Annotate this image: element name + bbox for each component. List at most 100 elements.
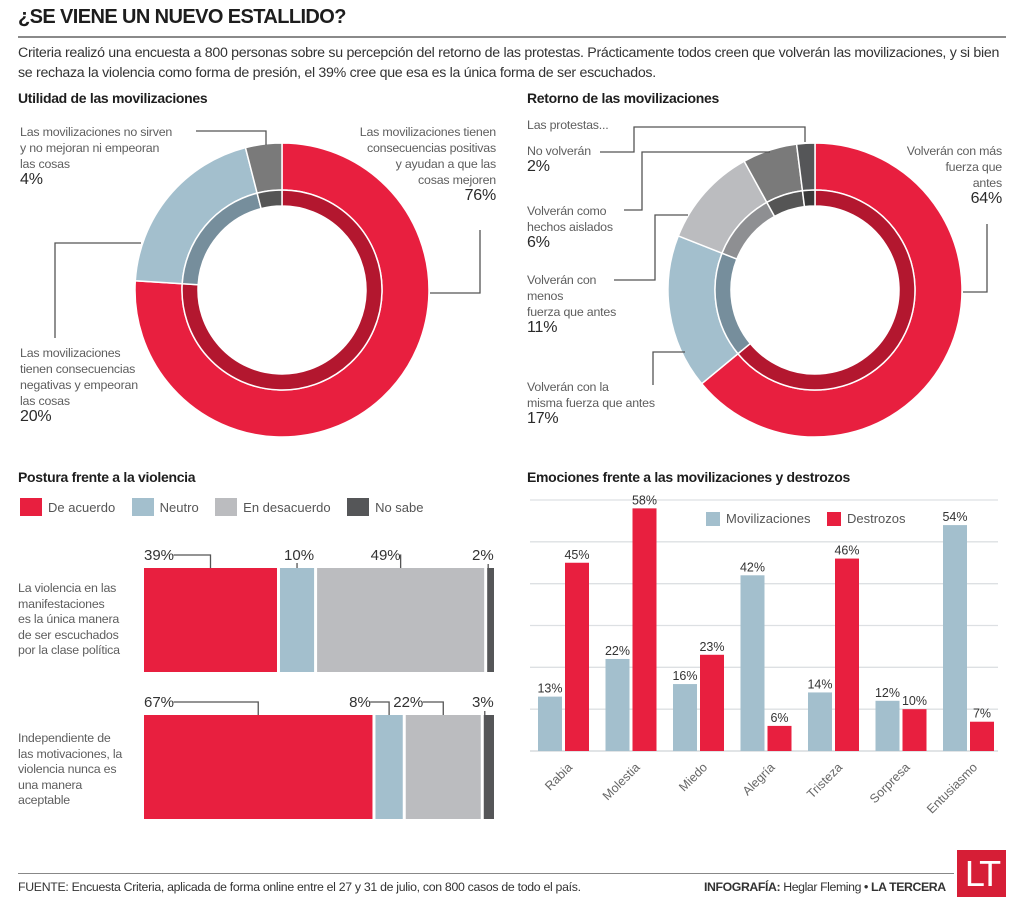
label-line: Independiente de (18, 731, 111, 745)
vbar-value-label-alegria-movilizaciones: 42% (740, 560, 765, 574)
pct-value: 20% (20, 408, 52, 425)
donut-inner-band-no-volvera-n (801, 189, 816, 208)
hbar-value-label-row1-neutro: 10% (284, 547, 314, 564)
label-line: negativas y empeoran (20, 378, 138, 392)
hbar-leader-row1-de-acuerdo (173, 554, 212, 568)
vbar-value-label-miedo-movilizaciones: 16% (672, 669, 697, 683)
legend-item-de-acuerdo: De acuerdo (20, 498, 115, 516)
donut2-intro: Las protestas... (527, 118, 609, 132)
donut2-label-misma: Volverán con la misma fuerza que antes 1… (527, 379, 655, 427)
legend-swatch (347, 498, 370, 516)
vbar-chart: 13% 45% Rabia 22% 58% Molestia 16% 23% Miedo 42% 6… (530, 493, 998, 816)
label-line: Volverán con la (527, 380, 609, 394)
x-tick-label-sorpresa: Sorpresa (867, 760, 913, 806)
x-tick-label-miedo: Miedo (676, 760, 710, 794)
vbar-value-label-rabia-destrozos: 45% (564, 548, 589, 562)
donut2-label-mas: Volverán con más fuerza que antes 64% (860, 143, 1002, 207)
leader-line-positive (430, 230, 481, 294)
vbar-miedo-destrozos (700, 654, 724, 751)
hbar-value-label-row1-de-acuerdo: 39% (144, 547, 174, 564)
credit-separator: • (864, 880, 868, 894)
hbar-segment-row2-no-sabe (483, 715, 494, 819)
legend-item-neutro: Neutro (131, 498, 199, 516)
vbar-value-label-rabia-movilizaciones: 13% (537, 682, 562, 696)
legend-item-destrozos: Destrozos (827, 511, 906, 526)
vbar-value-label-tristeza-destrozos: 46% (834, 544, 859, 558)
credit-author: Heglar Fleming (783, 880, 862, 894)
label-line: No volverán (527, 144, 591, 158)
hbar-value-label-row2-en-desacuerdo: 22% (393, 694, 423, 711)
leader-line-no-volveran (600, 126, 806, 153)
legend-item-movilizaciones: Movilizaciones (706, 511, 811, 526)
label-line: Volverán como (527, 204, 607, 218)
hbar-segment-row1-en-desacuerdo (317, 568, 485, 672)
vbar-value-label-tristeza-movilizaciones: 14% (807, 677, 832, 691)
donut2-title: Retorno de las movilizaciones (527, 90, 720, 106)
hbar-value-label-row1-en-desacuerdo: 49% (371, 547, 401, 564)
vbar-legend: Movilizaciones Destrozos (706, 511, 918, 531)
pct-value: 76% (464, 187, 497, 204)
vbar-value-label-sorpresa-movilizaciones: 12% (875, 686, 900, 700)
donut2-label-aislados: Volverán como hechos aislados 6% (527, 203, 613, 251)
legend-label: No sabe (375, 499, 424, 515)
hbar-row-label-2: Independiente de las motivaciones, la vi… (18, 731, 122, 809)
legend-label: En desacuerdo (243, 499, 331, 515)
hbar-segment-row1-neutro (279, 568, 315, 672)
vbar-sorpresa-movilizaciones (875, 700, 900, 751)
vbar-molestia-destrozos (632, 508, 657, 751)
pct-value: 2% (527, 158, 550, 175)
legend-swatch (131, 498, 154, 516)
label-line: tienen consecuencias (20, 362, 136, 376)
hbar-value-label-row2-no-sabe: 3% (472, 694, 494, 711)
x-tick-label-alegria: Alegría (740, 760, 778, 798)
source-text: Encuesta Criteria, aplicada de forma onl… (71, 880, 581, 894)
label-line: misma fuerza que antes (527, 396, 655, 410)
donut1-label-positive: Las movilizaciones tienen consecuencias … (300, 124, 496, 204)
hbar-value-label-row2-neutro: 8% (349, 694, 371, 711)
label-line: una manera (18, 777, 83, 792)
footer-source: FUENTE: Encuesta Criteria, aplicada de f… (18, 880, 581, 894)
hbar-chart: 39% 10% 49% 2% 67% 8% 22% 3% (144, 547, 494, 819)
donut1-title: Utilidad de las movilizaciones (18, 90, 208, 106)
pct-value: 4% (20, 171, 43, 188)
credit-label: INFOGRAFÍA: (704, 880, 781, 894)
label-line: violencia nunca es (18, 762, 117, 776)
hbar-segment-row2-en-desacuerdo (405, 715, 481, 819)
hbar-title: Postura frente a la violencia (18, 469, 196, 485)
leader-line-aislados (624, 151, 770, 211)
hbar-segment-row1-no-sabe (487, 568, 494, 672)
pct-value: 17% (527, 410, 559, 427)
page-title: ¿SE VIENE UN NUEVO ESTALLIDO? (18, 6, 346, 28)
legend-label: De acuerdo (48, 499, 116, 515)
hbar-row-label-1: La violencia en las manifestaciones es l… (18, 581, 120, 659)
label-line: hechos aislados (527, 220, 613, 234)
title-divider (18, 36, 1006, 38)
hbar-segment-row2-de-acuerdo (144, 715, 373, 819)
donut1-label-neutral: Las movilizaciones no sirven y no mejora… (20, 124, 172, 188)
label-line: Las movilizaciones (20, 346, 121, 360)
label-line: antes (972, 176, 1003, 190)
label-line: consecuencias positivas (366, 141, 496, 155)
vbar-value-label-molestia-movilizaciones: 22% (605, 644, 630, 658)
vbar-tristeza-movilizaciones (808, 692, 832, 751)
label-line: Las movilizaciones no sirven (20, 125, 173, 139)
hbar-segment-row2-neutro (375, 715, 403, 819)
vbar-entusiasmo-movilizaciones (943, 525, 967, 751)
label-line: Volverán con más (906, 144, 1002, 158)
label-line: de ser escuchados (18, 627, 119, 642)
label-line: por la clase política (18, 643, 120, 657)
legend-item-no-sabe: No sabe (347, 498, 423, 516)
donut2-chart (600, 126, 988, 438)
legend-label: Destrozos (847, 511, 906, 526)
vbar-alegria-movilizaciones (740, 575, 765, 751)
label-line: y no mejoran ni empeoran (20, 141, 160, 155)
legend-label: Movilizaciones (726, 511, 811, 526)
hbar-leader-row2-neutro (370, 701, 390, 715)
pct-value: 64% (970, 190, 1003, 207)
donut2-label-menos: Volverán con menos fuerza que antes 11% (527, 272, 616, 336)
donut-inner-band-las-movilizaciones-tienen-consecuencias- (181, 189, 383, 391)
leader-line-negative (54, 242, 141, 338)
vbar-rabia-destrozos (565, 562, 589, 751)
hbar-value-label-row1-no-sabe: 2% (472, 547, 494, 564)
label-line: La violencia en las (18, 581, 117, 595)
